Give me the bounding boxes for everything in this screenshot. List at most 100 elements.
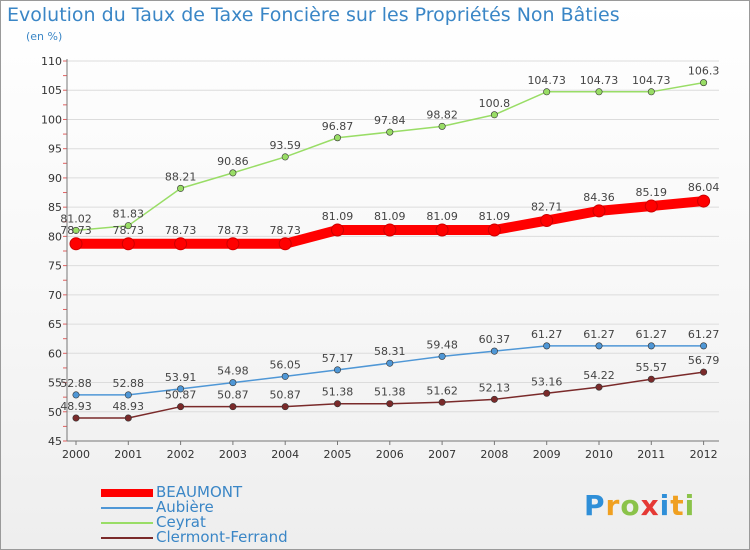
data-label: 56.79	[688, 354, 720, 367]
data-label: 57.17	[322, 352, 354, 365]
data-point	[229, 169, 237, 177]
y-tick-label: 95	[48, 143, 62, 156]
legend: BEAUMONT Aubière Ceyrat Clermont-Ferrand	[101, 483, 361, 546]
data-point	[177, 184, 185, 192]
data-point	[487, 223, 501, 237]
data-label: 104.73	[527, 74, 566, 87]
data-point	[177, 385, 185, 393]
data-point	[490, 111, 498, 119]
data-point	[644, 199, 658, 213]
y-tick-label: 55	[48, 377, 62, 390]
data-label: 61.27	[636, 328, 668, 341]
data-point	[333, 134, 341, 142]
x-tick-label: 2001	[114, 448, 142, 461]
y-tick-label: 105	[41, 84, 62, 97]
x-tick-label: 2005	[324, 448, 352, 461]
x-tick-label: 2004	[271, 448, 299, 461]
data-label: 100.8	[479, 97, 511, 110]
y-tick-label: 90	[48, 172, 62, 185]
data-label: 54.22	[583, 369, 615, 382]
data-point	[543, 88, 551, 96]
data-point	[540, 214, 554, 228]
data-label: 78.73	[217, 224, 249, 237]
data-point	[490, 347, 498, 355]
data-label: 98.82	[426, 108, 458, 121]
data-point	[490, 395, 498, 403]
logo-letter: x	[640, 489, 660, 522]
data-point	[697, 194, 711, 208]
data-label: 81.09	[374, 210, 406, 223]
x-tick-label: 2008	[480, 448, 508, 461]
x-tick-label: 2000	[62, 448, 90, 461]
data-point	[278, 237, 292, 251]
x-tick-label: 2009	[533, 448, 561, 461]
logo-letter: i	[684, 489, 696, 522]
data-label: 51.38	[322, 386, 354, 399]
data-label: 53.91	[165, 371, 197, 384]
chart-unit: (en %)	[26, 30, 63, 43]
data-label: 81.09	[479, 210, 511, 223]
data-label: 50.87	[165, 389, 197, 402]
data-point	[124, 222, 132, 230]
data-point	[124, 391, 132, 399]
legend-item-clermont-ferrand: Clermont-Ferrand	[101, 528, 361, 546]
data-point	[69, 237, 83, 251]
legend-swatch-clermont-ferrand	[101, 537, 153, 539]
x-tick-label: 2003	[219, 448, 247, 461]
x-tick-label: 2012	[690, 448, 718, 461]
data-label: 55.57	[636, 361, 668, 374]
legend-item-beaumont: BEAUMONT	[101, 483, 361, 501]
data-point	[543, 389, 551, 397]
data-point	[386, 400, 394, 408]
data-label: 86.04	[688, 181, 720, 194]
data-label: 58.31	[374, 345, 406, 358]
data-label: 52.88	[113, 377, 145, 390]
proxiti-logo: Proxiti	[584, 489, 695, 522]
data-label: 78.73	[60, 224, 92, 237]
data-point	[333, 400, 341, 408]
data-label: 61.27	[688, 328, 720, 341]
data-label: 81.83	[113, 208, 145, 221]
data-point	[229, 403, 237, 411]
data-label: 61.27	[583, 328, 615, 341]
data-point	[592, 204, 606, 218]
data-label: 78.73	[113, 224, 145, 237]
y-tick-label: 75	[48, 260, 62, 273]
data-label: 51.62	[426, 384, 458, 397]
data-label: 82.71	[531, 201, 563, 214]
logo-letter: i	[659, 489, 671, 522]
data-point	[700, 342, 708, 350]
data-label: 50.87	[269, 389, 301, 402]
data-label: 81.02	[60, 212, 92, 225]
data-point	[543, 342, 551, 350]
legend-label-clermont-ferrand: Clermont-Ferrand	[156, 528, 288, 546]
data-label: 90.86	[217, 155, 249, 168]
data-label: 85.19	[636, 186, 668, 199]
y-tick-label: 110	[41, 55, 62, 68]
data-label: 81.09	[322, 210, 354, 223]
data-point	[595, 383, 603, 391]
data-label: 84.36	[583, 191, 615, 204]
logo-letter: o	[620, 489, 641, 522]
data-label: 52.88	[60, 377, 92, 390]
data-point	[700, 368, 708, 376]
y-tick-label: 70	[48, 289, 62, 302]
data-label: 48.93	[60, 400, 92, 413]
data-label: 96.87	[322, 120, 354, 133]
data-label: 104.73	[632, 74, 671, 87]
data-label: 52.13	[479, 381, 511, 394]
data-point	[438, 122, 446, 130]
data-point	[647, 88, 655, 96]
data-label: 48.93	[113, 400, 145, 413]
data-point	[121, 237, 135, 251]
legend-swatch-ceyrat	[101, 522, 153, 524]
data-point	[72, 391, 80, 399]
x-tick-label: 2002	[167, 448, 195, 461]
legend-swatch-aubiere	[101, 507, 153, 509]
data-point	[229, 379, 237, 387]
legend-label-aubiere: Aubière	[156, 498, 214, 516]
data-point	[281, 153, 289, 161]
data-point	[438, 352, 446, 360]
data-point	[331, 223, 344, 237]
